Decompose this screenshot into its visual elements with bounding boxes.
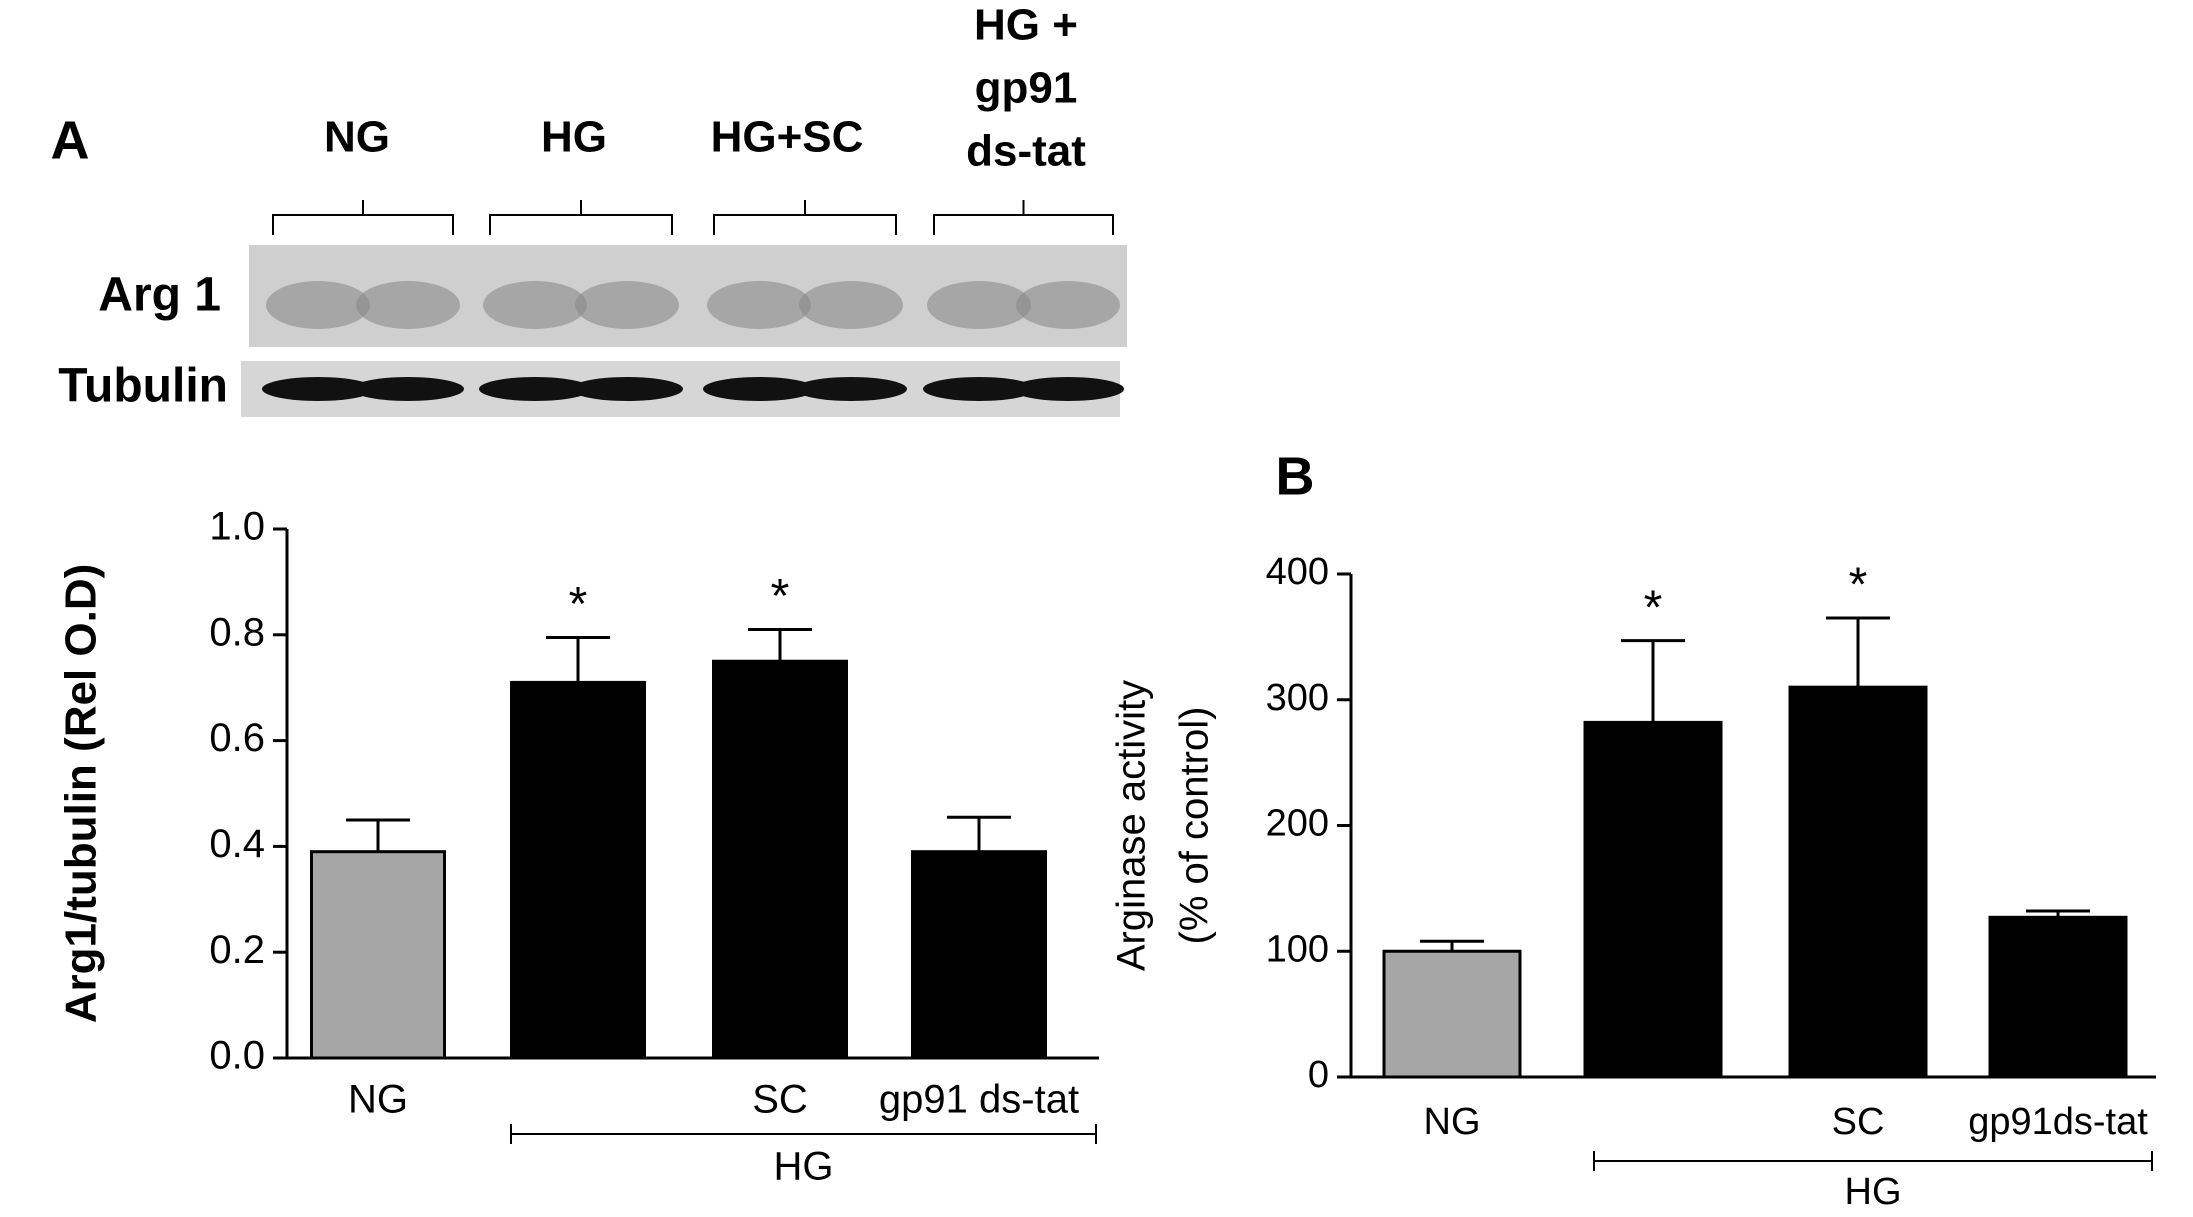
blot-band — [483, 281, 587, 329]
blot-band — [923, 377, 1035, 401]
significance-marker: * — [1644, 581, 1663, 634]
lane-label: gp91 — [975, 64, 1078, 113]
blot-row-label: Tubulin — [58, 360, 228, 413]
blot-band — [1012, 377, 1124, 401]
y-tick-label: 0.0 — [209, 1034, 265, 1078]
bar — [1988, 915, 2128, 1079]
lane-bracket — [489, 200, 673, 235]
x-tick-label: SC — [752, 1078, 808, 1122]
y-tick-label: 0.6 — [209, 716, 265, 760]
blot-band — [571, 377, 683, 401]
significance-marker: * — [569, 578, 588, 631]
blot-band — [799, 281, 903, 329]
bar — [310, 850, 446, 1060]
significance-marker: * — [771, 570, 790, 623]
lane-bracket — [272, 200, 454, 235]
y-axis-label: Arg1/tubulin (Rel O.D) — [57, 564, 106, 1024]
y-tick-label: 100 — [1266, 928, 1329, 970]
lane-bracket — [713, 200, 897, 235]
lane-bracket — [933, 200, 1114, 235]
y-tick-label: 200 — [1266, 803, 1329, 845]
blot-band — [927, 281, 1031, 329]
y-tick-label: 400 — [1266, 551, 1329, 593]
lane-label: HG + — [974, 1, 1078, 50]
blot-band — [703, 377, 815, 401]
blot-band — [266, 281, 370, 329]
group-bracket — [1593, 1151, 2153, 1171]
blot-band — [795, 377, 907, 401]
significance-marker: * — [1849, 559, 1868, 612]
blot-band — [479, 377, 591, 401]
blot-band — [575, 281, 679, 329]
x-tick-label: gp91ds-tat — [1968, 1101, 2148, 1143]
panel-label: B — [1276, 446, 1315, 506]
bar — [911, 850, 1047, 1060]
y-tick-label: 0 — [1308, 1054, 1329, 1096]
y-tick-label: 0.2 — [209, 928, 265, 972]
group-bracket — [510, 1124, 1097, 1144]
blot-band — [262, 377, 374, 401]
lane-label: NG — [324, 113, 390, 162]
bar — [1583, 720, 1723, 1079]
x-tick-label: NG — [348, 1078, 408, 1122]
y-tick-label: 300 — [1266, 677, 1329, 719]
blot-row-label: Arg 1 — [98, 269, 221, 322]
lane-label: ds-tat — [966, 127, 1086, 176]
blot-band — [356, 281, 460, 329]
blot-band — [1016, 281, 1120, 329]
y-tick-label: 0.8 — [209, 610, 265, 654]
group-label: HG — [1845, 1171, 1902, 1213]
y-axis-label: (% of control) — [1173, 707, 1217, 945]
bar — [510, 680, 646, 1060]
y-tick-label: 1.0 — [209, 505, 265, 549]
bar — [1788, 685, 1928, 1079]
x-tick-label: NG — [1424, 1101, 1481, 1143]
blot-band — [707, 281, 811, 329]
x-tick-label: SC — [1832, 1101, 1885, 1143]
lane-label: HG+SC — [711, 113, 864, 162]
blot-band — [352, 377, 464, 401]
panel-label: A — [51, 110, 90, 170]
bar — [1382, 949, 1522, 1079]
group-label: HG — [774, 1145, 834, 1189]
lane-label: HG — [541, 113, 607, 162]
y-axis-label: Arginase activity — [1110, 680, 1154, 971]
y-tick-label: 0.4 — [209, 822, 265, 866]
bar — [712, 659, 848, 1060]
x-tick-label: gp91 ds-tat — [879, 1078, 1079, 1122]
